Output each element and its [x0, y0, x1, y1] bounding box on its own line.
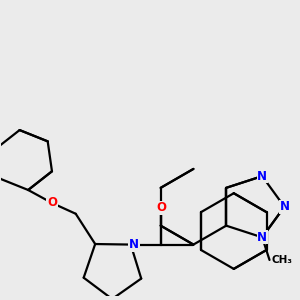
Text: N: N	[129, 238, 139, 251]
Text: N: N	[257, 169, 267, 183]
Text: N: N	[257, 231, 267, 244]
Text: O: O	[47, 196, 57, 209]
Text: N: N	[279, 200, 290, 213]
Text: CH₃: CH₃	[272, 255, 293, 265]
Text: O: O	[156, 201, 166, 214]
